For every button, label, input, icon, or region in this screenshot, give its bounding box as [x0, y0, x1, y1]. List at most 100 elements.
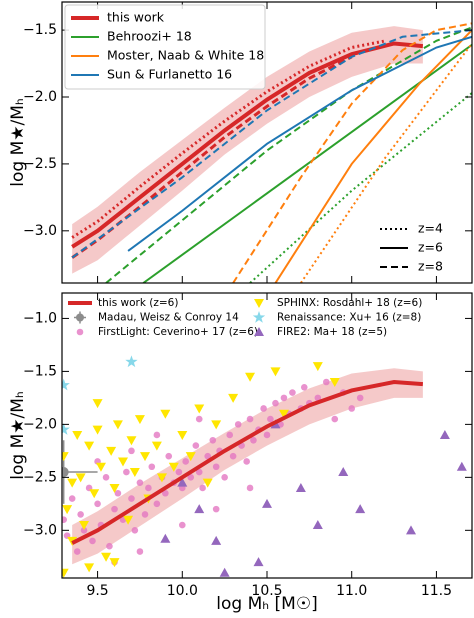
- series-line: [142, 44, 472, 283]
- point: [101, 552, 112, 562]
- point: [187, 474, 195, 481]
- point: [128, 495, 135, 502]
- point: [151, 441, 162, 451]
- legend-label: this work (z=6): [98, 297, 178, 309]
- y-tick-label: −3.0: [23, 223, 57, 239]
- point: [62, 423, 70, 435]
- point: [356, 394, 364, 402]
- legend-label: Sun & Furlanetto 16: [107, 67, 232, 82]
- series-line: [232, 22, 472, 283]
- point: [312, 362, 323, 372]
- y-tick-label: −3.0: [23, 522, 57, 538]
- point: [136, 479, 144, 486]
- point: [153, 500, 161, 508]
- style-legend-label: z=8: [418, 259, 443, 274]
- point: [185, 452, 196, 462]
- point: [80, 527, 88, 534]
- legend-label: this work: [107, 10, 165, 25]
- series-line: [71, 379, 424, 545]
- point: [329, 377, 340, 387]
- point: [126, 436, 137, 446]
- point: [128, 447, 135, 455]
- point: [246, 415, 254, 423]
- point: [79, 521, 90, 531]
- point: [195, 415, 203, 423]
- point: [175, 468, 183, 476]
- point: [211, 420, 222, 430]
- point: [141, 511, 149, 518]
- point: [355, 504, 366, 514]
- point: [245, 372, 256, 382]
- point: [134, 415, 145, 425]
- legend-swatch: [76, 328, 84, 336]
- point: [136, 548, 144, 555]
- point: [212, 505, 220, 513]
- point: [289, 389, 296, 396]
- uncertainty-band: [72, 368, 423, 565]
- point: [117, 457, 128, 467]
- point: [229, 452, 237, 460]
- point: [62, 467, 69, 478]
- point: [68, 495, 76, 502]
- point: [114, 489, 122, 497]
- point: [177, 477, 188, 487]
- point: [62, 568, 69, 578]
- point: [226, 431, 234, 439]
- point: [300, 383, 308, 391]
- point: [439, 429, 450, 439]
- point: [204, 452, 212, 460]
- plot-area: [71, 22, 472, 283]
- point: [67, 478, 78, 488]
- point: [95, 462, 106, 472]
- point: [195, 468, 203, 476]
- legend-box: [64, 4, 266, 90]
- point: [348, 405, 356, 412]
- point: [89, 537, 96, 545]
- x-axis-label: log Mₕ [M☉]: [216, 594, 317, 614]
- point: [123, 468, 130, 476]
- y-axis-label: log M★/Mₕ: [8, 98, 28, 187]
- y-tick-label: −2.0: [23, 416, 57, 432]
- point: [177, 430, 188, 440]
- point: [194, 404, 205, 414]
- y-axis-label: log M★/Mₕ: [8, 391, 28, 480]
- legend-label: Moster, Naab & White 18: [107, 48, 264, 63]
- legend-label: SPHINX: Rosdahl+ 18 (z=6): [277, 297, 422, 309]
- point: [109, 558, 120, 568]
- point: [234, 421, 242, 428]
- point: [221, 474, 228, 481]
- legend-label: Renaissance: Xu+ 16 (z=8): [277, 312, 421, 324]
- legend-label: Behroozi+ 18: [107, 29, 192, 44]
- point: [209, 436, 217, 444]
- series-line: [274, 29, 472, 283]
- series-line: [249, 92, 472, 283]
- point: [246, 484, 254, 492]
- y-tick-label: −1.0: [23, 310, 57, 326]
- point: [84, 563, 95, 573]
- legend-swatch: [252, 311, 266, 323]
- point: [263, 431, 271, 439]
- point: [199, 484, 206, 492]
- point: [73, 548, 81, 555]
- point: [62, 378, 70, 391]
- series-line: [71, 29, 472, 259]
- point: [106, 542, 113, 550]
- legend-label: FirstLight: Ceverino+ 17 (z=6): [98, 326, 258, 338]
- series-line: [71, 39, 386, 239]
- point: [272, 399, 279, 407]
- point: [109, 483, 120, 493]
- point: [262, 498, 272, 508]
- point: [338, 467, 349, 477]
- point: [192, 442, 200, 449]
- point: [160, 409, 171, 419]
- point: [312, 520, 323, 530]
- x-tick-label: 10.0: [167, 583, 198, 599]
- point: [280, 394, 288, 402]
- point: [112, 420, 123, 430]
- point: [156, 473, 167, 483]
- point: [153, 431, 161, 439]
- point: [62, 505, 73, 515]
- uncertainty-band: [72, 26, 423, 274]
- point: [211, 535, 222, 545]
